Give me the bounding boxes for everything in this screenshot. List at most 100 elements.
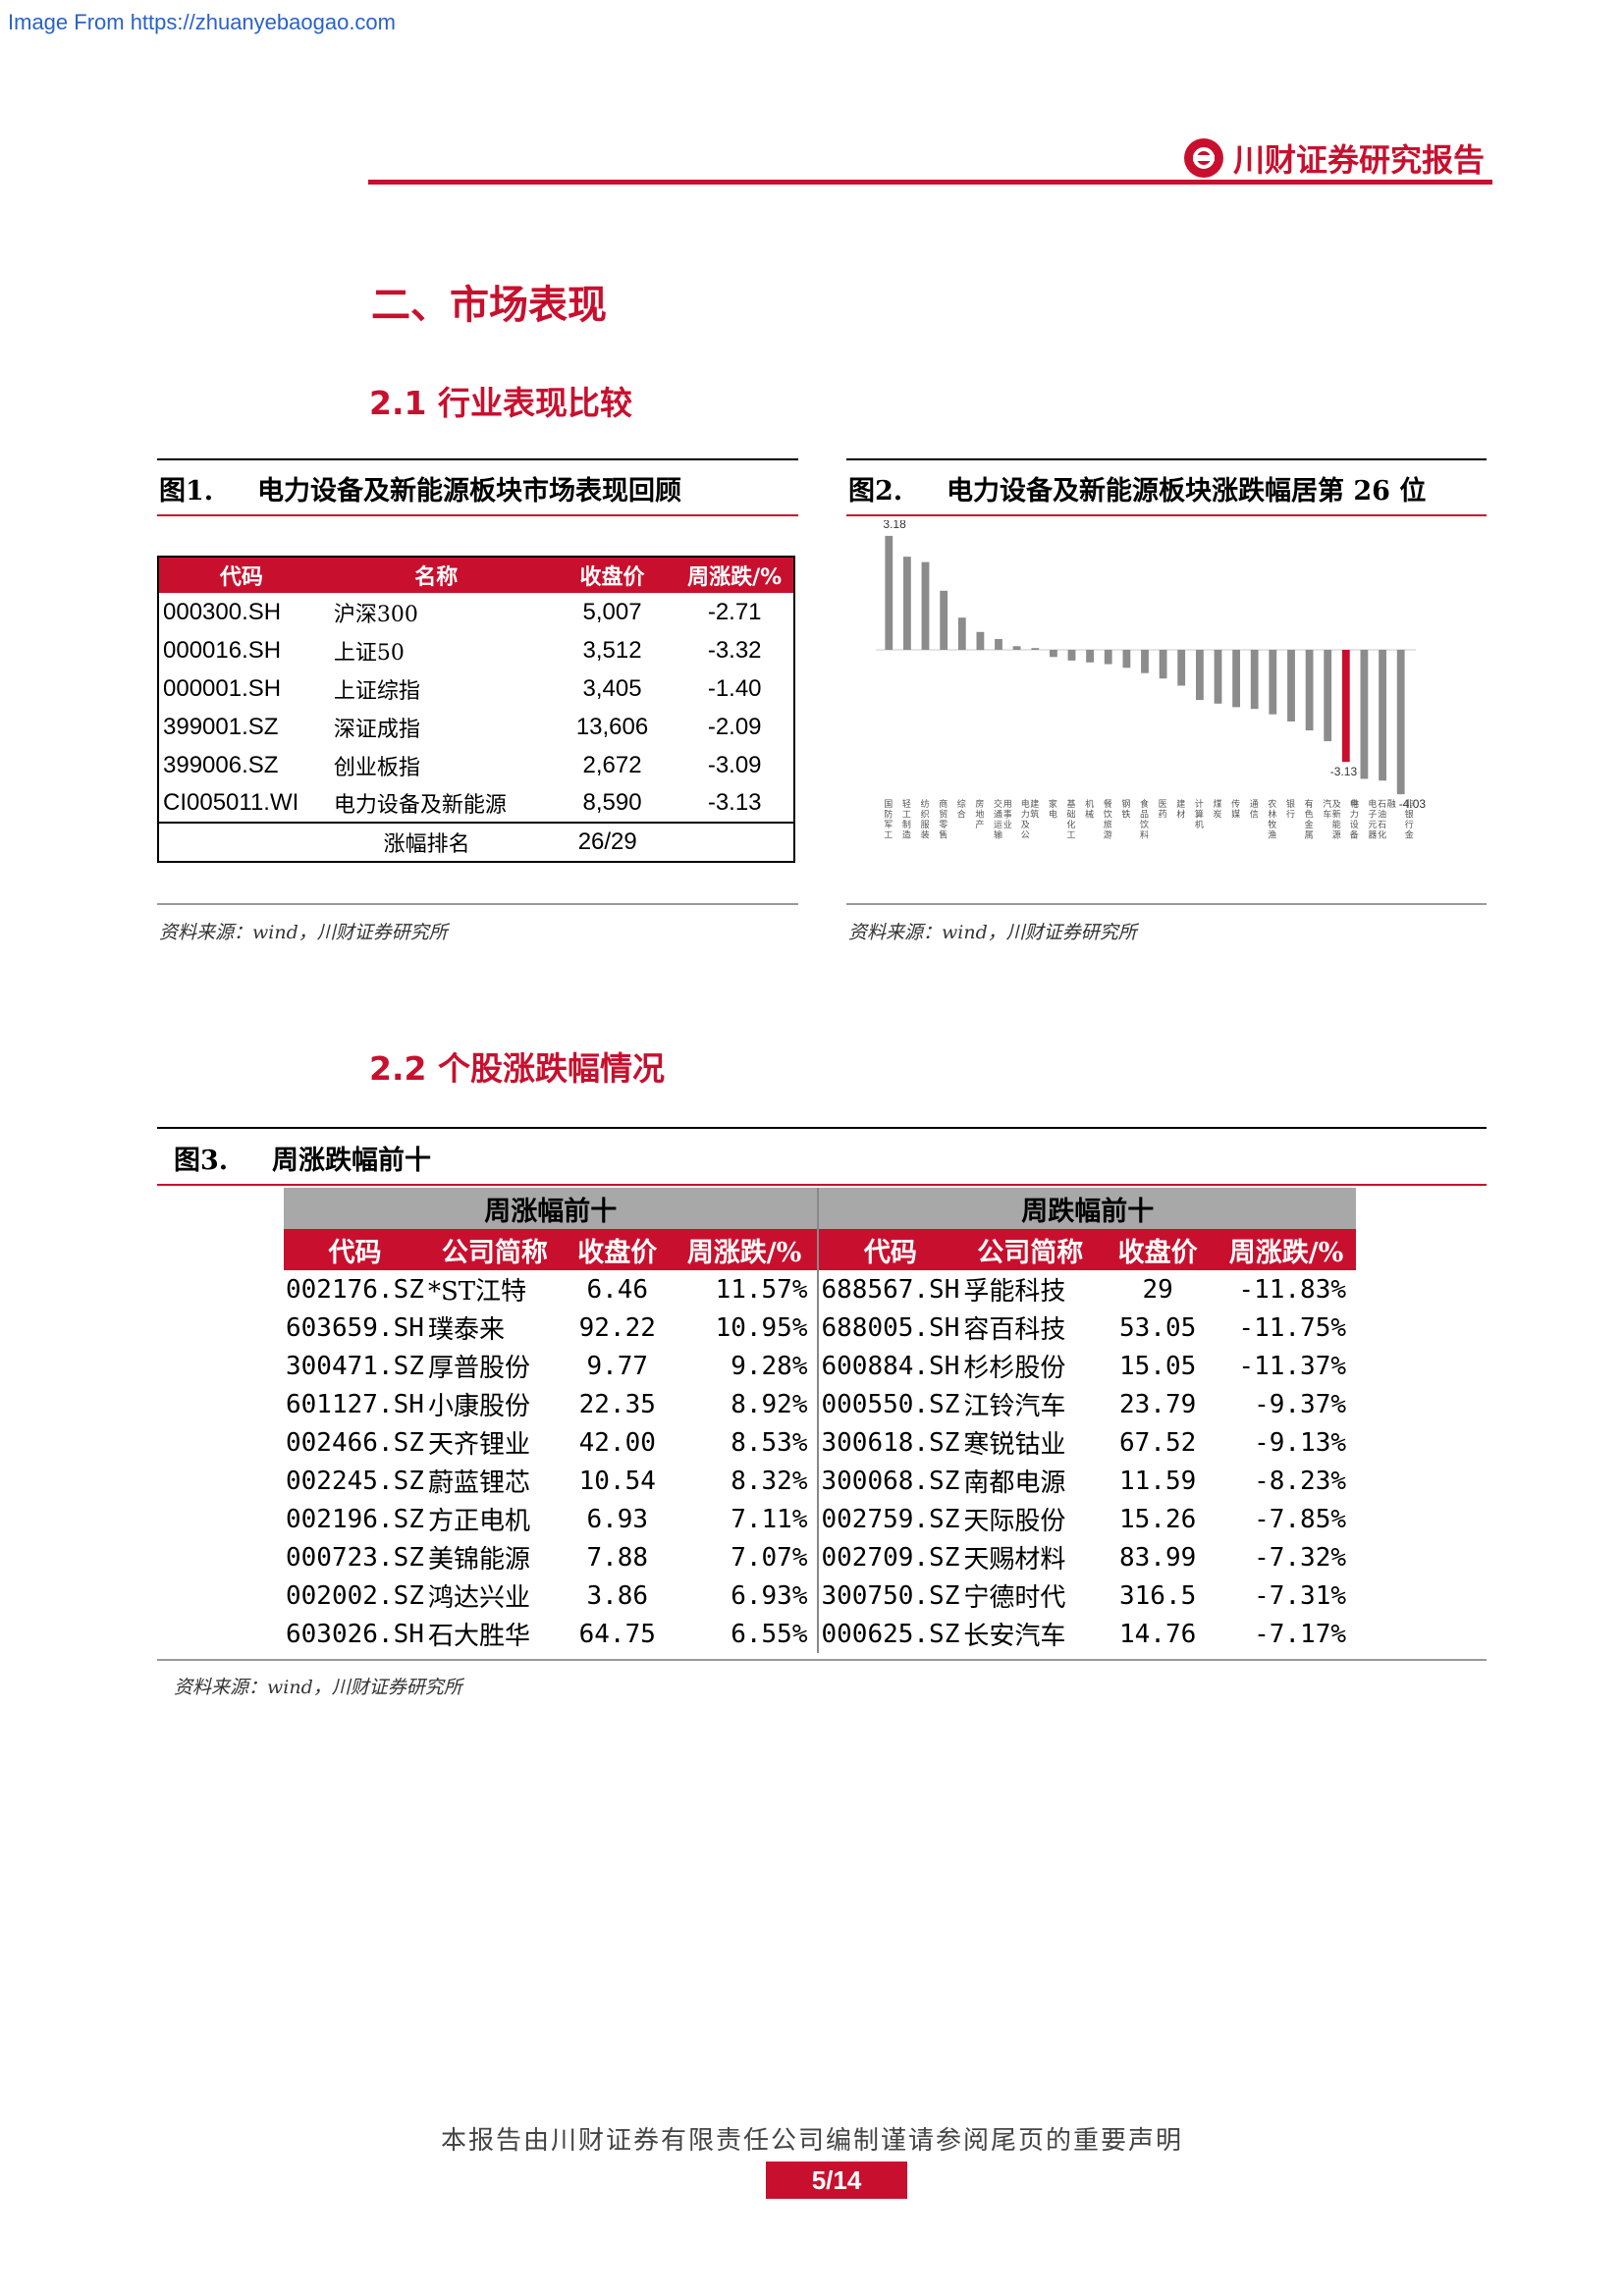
- cell-close: 92.22: [578, 1312, 656, 1343]
- fig3-title: 周涨跌幅前十: [272, 1146, 431, 1176]
- chart-data-label: -4.03: [1399, 797, 1427, 811]
- fig1-bottom-rule: [157, 903, 798, 905]
- chart-data-label: -3.13: [1330, 765, 1358, 778]
- cell-close: 316.5: [1118, 1580, 1197, 1611]
- subsection-title-2: 2.2 个股涨跌幅情况: [369, 1049, 665, 1088]
- fig3-header-row: 代码 公司简称 收盘价 周涨跌/% 代码 公司简称 收盘价 周涨跌/%: [284, 1229, 1356, 1270]
- chart-data-label: 3.18: [883, 520, 906, 531]
- cell-company: 天齐锂业: [427, 1430, 530, 1460]
- cell-code: 688005.SH: [817, 1308, 962, 1347]
- cell-change: -7.31%: [1254, 1580, 1346, 1611]
- chart-bar: [1177, 650, 1186, 686]
- cell-code: 002002.SZ: [286, 1580, 424, 1611]
- cell-company: *ST江特: [427, 1277, 527, 1307]
- cell-change: -7.17%: [1254, 1619, 1346, 1649]
- chart-bar: [1341, 650, 1350, 763]
- fig2-top-rule: [846, 458, 1487, 460]
- cell-code: 603659.SH: [286, 1312, 424, 1343]
- chart-bar: [957, 617, 966, 651]
- cell-close: 83.99: [1118, 1542, 1197, 1573]
- cell-close: 2,672: [582, 751, 642, 778]
- cell-code: 603026.SH: [286, 1619, 424, 1649]
- header-close: 收盘价: [563, 1229, 672, 1270]
- table-row: 603659.SH 璞泰来 92.22 10.95% 688005.SH 容百科…: [284, 1308, 1356, 1347]
- chart-bar: [1305, 650, 1314, 731]
- cell-close: 11.59: [1118, 1466, 1197, 1496]
- cell-code: 002759.SZ: [817, 1500, 962, 1538]
- table-row: 399001.SZ 深证成指 13,606 -2.09: [159, 708, 793, 746]
- fig3-bottom-rule: [157, 1659, 1487, 1661]
- header-close: 收盘价: [1099, 1229, 1218, 1270]
- cell-change: -9.37%: [1254, 1389, 1346, 1419]
- cell-company: 小康股份: [427, 1392, 530, 1421]
- cell-code: 300750.SZ: [817, 1576, 962, 1615]
- fig2-bottom-rule: [846, 903, 1487, 905]
- fig1-header-close: 收盘价: [548, 558, 677, 593]
- brand-logo-icon: [1183, 138, 1223, 178]
- chart-category-label: 汽车: [1323, 798, 1331, 821]
- cell-code: 002466.SZ: [286, 1427, 424, 1458]
- cell-company: 美锦能源: [427, 1545, 530, 1575]
- cell-change: 6.93%: [731, 1580, 808, 1611]
- cell-change: 11.57%: [715, 1274, 808, 1305]
- subsection-title-1: 2.1 行业表现比较: [369, 384, 632, 422]
- chart-category-label: 家电: [1049, 798, 1057, 821]
- cell-code: 002196.SZ: [286, 1504, 424, 1534]
- cell-code: 000016.SH: [163, 636, 282, 664]
- fig1-top-rule: [157, 458, 798, 460]
- cell-close: 13,606: [575, 713, 649, 740]
- chart-bar: [1031, 648, 1040, 650]
- chart-category-label: 基础化工: [1067, 798, 1076, 841]
- cell-change: -7.85%: [1254, 1504, 1346, 1534]
- fig1-label: 图1.: [159, 476, 214, 507]
- fig2-label: 图2.: [848, 476, 903, 507]
- cell-company: 天赐材料: [963, 1545, 1066, 1575]
- cell-change: 7.07%: [731, 1542, 808, 1573]
- chart-category-label: 电力及公用事业: [1003, 798, 1030, 841]
- cell-code: 000300.SH: [163, 598, 282, 625]
- source-url[interactable]: Image From https://zhuanyebaogao.com: [8, 10, 396, 34]
- fig1-title: 电力设备及新能源板块市场表现回顾: [257, 476, 681, 507]
- chart-bar: [1379, 650, 1386, 781]
- chart-category-label: 医药: [1159, 799, 1167, 821]
- table-row: 000300.SH 沪深300 5,007 -2.71: [159, 593, 793, 631]
- fig2-title: 电力设备及新能源板块涨跌幅居第 26 位: [947, 476, 1427, 507]
- cell-change: 8.53%: [731, 1427, 808, 1458]
- chart-category-label: 银行: [1286, 798, 1295, 821]
- fig3-table-wrap: 周涨幅前十 周跌幅前十 代码 公司简称 收盘价 周涨跌/% 代码 公司简称 收盘…: [284, 1188, 1356, 1653]
- cell-code: 300471.SZ: [286, 1351, 424, 1381]
- cell-close: 6.93: [586, 1504, 649, 1534]
- header-change: 周涨跌/%: [671, 1229, 819, 1270]
- cell-close: 3,405: [582, 674, 642, 702]
- table-row: 000001.SH 上证综指 3,405 -1.40: [159, 669, 793, 708]
- chart-bar: [1086, 650, 1094, 663]
- cell-close: 9.77: [586, 1351, 649, 1381]
- fig1-table-wrap: 代码 名称 收盘价 周涨跌/% 000300.SH 沪深300 5,007 -2…: [157, 556, 795, 863]
- fig1-header-row: 代码 名称 收盘价 周涨跌/%: [159, 558, 793, 593]
- cell-change: -8.23%: [1254, 1466, 1346, 1496]
- chart-bar: [1012, 646, 1021, 650]
- fig1-header-change: 周涨跌/%: [676, 558, 793, 593]
- fig3-label: 图3.: [174, 1146, 229, 1176]
- table-row: CI005011.WI 电力设备及新能源 8,590 -3.13: [159, 784, 793, 823]
- cell-company: 南都电源: [963, 1468, 1066, 1498]
- cell-company: 孚能科技: [963, 1277, 1066, 1307]
- header-change: 周涨跌/%: [1217, 1229, 1356, 1270]
- cell-company: 璞泰来: [427, 1315, 505, 1345]
- cell-close: 10.54: [578, 1466, 656, 1496]
- cell-change: 9.28%: [731, 1351, 808, 1381]
- fig2-title-rule: [846, 514, 1487, 516]
- cell-close: 15.26: [1118, 1504, 1197, 1534]
- table-row: 000016.SH 上证50 3,512 -3.32: [159, 631, 793, 669]
- cell-name: 深证成指: [333, 717, 420, 742]
- chart-bar: [903, 557, 911, 650]
- table-row: 399006.SZ 创业板指 2,672 -3.09: [159, 746, 793, 784]
- fig1-table: 代码 名称 收盘价 周涨跌/% 000300.SH 沪深300 5,007 -2…: [159, 558, 793, 861]
- cell-code: 000625.SZ: [817, 1615, 962, 1653]
- fig2-source: 资料来源：wind，川财证券研究所: [848, 922, 1137, 943]
- cell-change: -1.40: [707, 674, 762, 702]
- footer-disclaimer: 本报告由川财证券有限责任公司编制谨请参阅尾页的重要声明: [440, 2126, 1183, 2156]
- cell-change: -3.09: [707, 751, 762, 778]
- fig1-header-code: 代码: [159, 558, 324, 593]
